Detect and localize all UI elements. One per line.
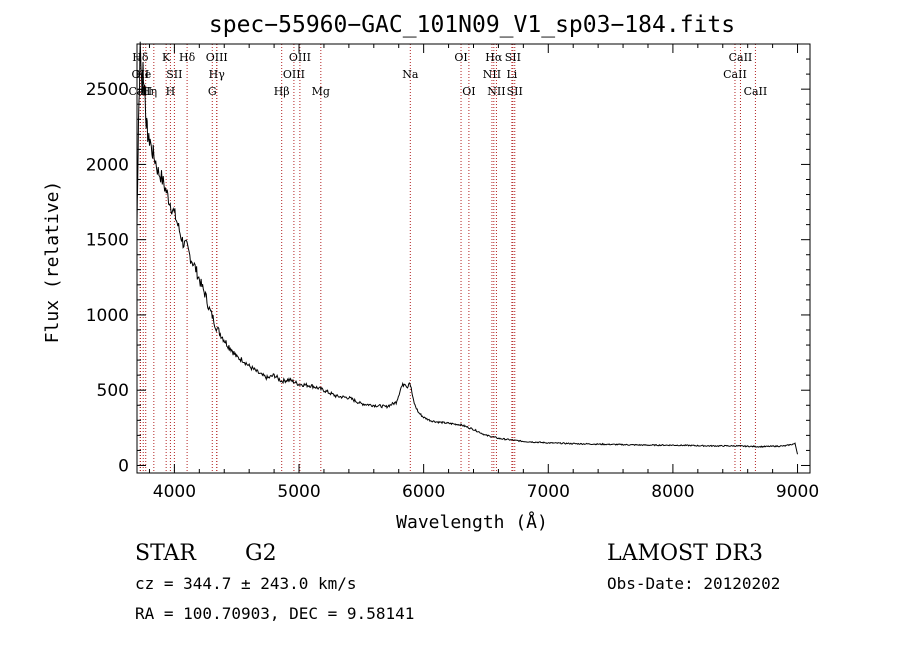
y-tick-label: 0 — [118, 456, 129, 476]
spectral-line-label: OI — [454, 51, 467, 64]
y-tick-label: 1500 — [86, 231, 129, 251]
spectral-line-label: Mg — [312, 85, 330, 98]
y-tick-label: 2500 — [86, 80, 129, 100]
spectral-line-label: SII — [507, 85, 523, 98]
x-tick-label: 6000 — [402, 482, 445, 502]
spectral-line-label: Na — [402, 68, 419, 81]
spectral-line-label: Hγ — [209, 68, 226, 81]
spectral-line-label: CaII — [129, 85, 153, 98]
chart-title: spec−55960−GAC_101N09_V1_sp03−184.fits — [209, 12, 735, 38]
spectral-line-label: OIII — [289, 51, 311, 64]
spectral-line-label: Li — [506, 68, 517, 81]
spectral-line-label: NII — [483, 68, 501, 81]
redshift-cz: cz = 344.7 ± 243.0 km/s — [135, 574, 357, 593]
spectral-line-label: OI — [462, 85, 475, 98]
spectral-line-label: Hα — [485, 51, 503, 64]
x-tick-label: 5000 — [277, 482, 320, 502]
x-tick-label: 9000 — [776, 482, 819, 502]
spectral-line-label: H — [166, 85, 176, 98]
y-axis-label: Flux (relative) — [42, 181, 63, 344]
class-label: STAR — [135, 541, 197, 566]
spectral-line-label: η — [151, 85, 158, 98]
subclass-label: G2 — [245, 541, 277, 566]
spectral-line-label: SII — [166, 68, 182, 81]
x-tick-label: 4000 — [153, 482, 196, 502]
y-tick-label: 1000 — [86, 306, 129, 326]
spectral-line-label: CaII — [744, 85, 768, 98]
spectral-line-label: K — [162, 51, 171, 64]
x-tick-label: 8000 — [651, 482, 694, 502]
spectral-line-label: SII — [505, 51, 521, 64]
x-axis-ticks: 4000 5000 6000 7000 8000 9000 — [148, 44, 819, 502]
spectral-line-label: G — [208, 85, 217, 98]
spectral-line-label: Hβ — [274, 85, 290, 98]
x-tick-label: 7000 — [527, 482, 570, 502]
spectrum-series-line — [136, 41, 798, 455]
spectral-line-label: OIII — [206, 51, 228, 64]
spectral-line-label: CaII — [729, 51, 753, 64]
observation-date: Obs-Date: 20120202 — [607, 574, 780, 593]
spectral-line-markers — [139, 44, 756, 473]
y-axis-ticks: 0 500 1000 1500 2000 2500 — [86, 58, 810, 476]
x-axis-label: Wavelength (Å) — [396, 511, 548, 533]
spectral-line-label: Hδ — [179, 51, 196, 64]
spectral-line-label: CaII — [723, 68, 747, 81]
spectral-line-label: NII — [487, 85, 505, 98]
y-tick-label: 500 — [97, 381, 129, 401]
ra-dec-coordinates: RA = 100.70903, DEC = 9.58141 — [135, 604, 414, 623]
spectral-line-label: H — [141, 85, 151, 98]
spectral-line-label: OIII — [283, 68, 305, 81]
y-tick-label: 2000 — [86, 155, 129, 175]
plot-frame — [136, 43, 811, 474]
survey-label: LAMOST DR3 — [607, 541, 763, 566]
